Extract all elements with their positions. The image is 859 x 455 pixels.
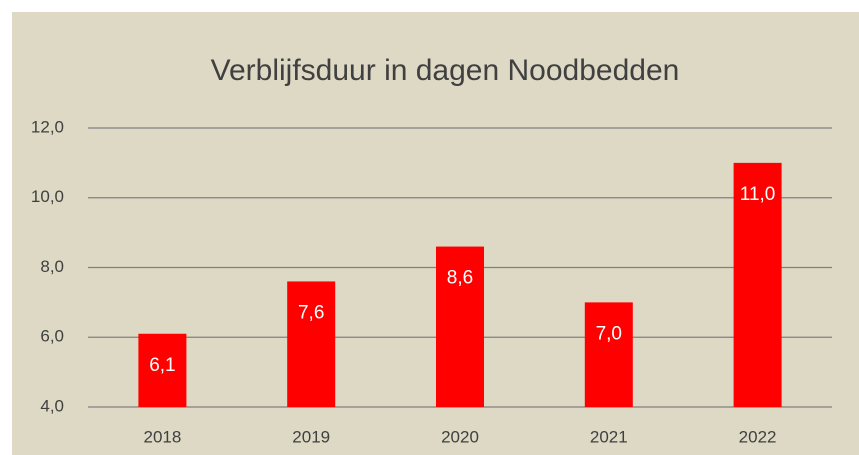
bar [733, 162, 782, 407]
y-tick-label: 8,0 [40, 257, 64, 276]
x-tick-label: 2022 [739, 427, 777, 446]
bar [287, 281, 336, 407]
x-tick-label: 2019 [292, 427, 330, 446]
y-tick-label: 6,0 [40, 327, 64, 346]
data-label: 6,1 [149, 355, 175, 376]
x-tick-label: 2018 [143, 427, 181, 446]
y-tick-label: 4,0 [40, 396, 64, 415]
bar [138, 333, 187, 407]
data-label: 8,6 [447, 268, 473, 289]
chart-title: Verblijfsduur in dagen Noodbedden [211, 54, 680, 87]
y-tick-label: 10,0 [31, 187, 64, 206]
y-tick-label: 12,0 [31, 117, 64, 136]
x-tick-label: 2021 [590, 427, 628, 446]
data-label: 11,0 [740, 184, 776, 205]
data-label: 7,0 [596, 323, 622, 344]
data-label: 7,6 [298, 302, 324, 323]
bar [584, 302, 633, 407]
x-tick-label: 2020 [441, 427, 479, 446]
bar [436, 246, 484, 407]
